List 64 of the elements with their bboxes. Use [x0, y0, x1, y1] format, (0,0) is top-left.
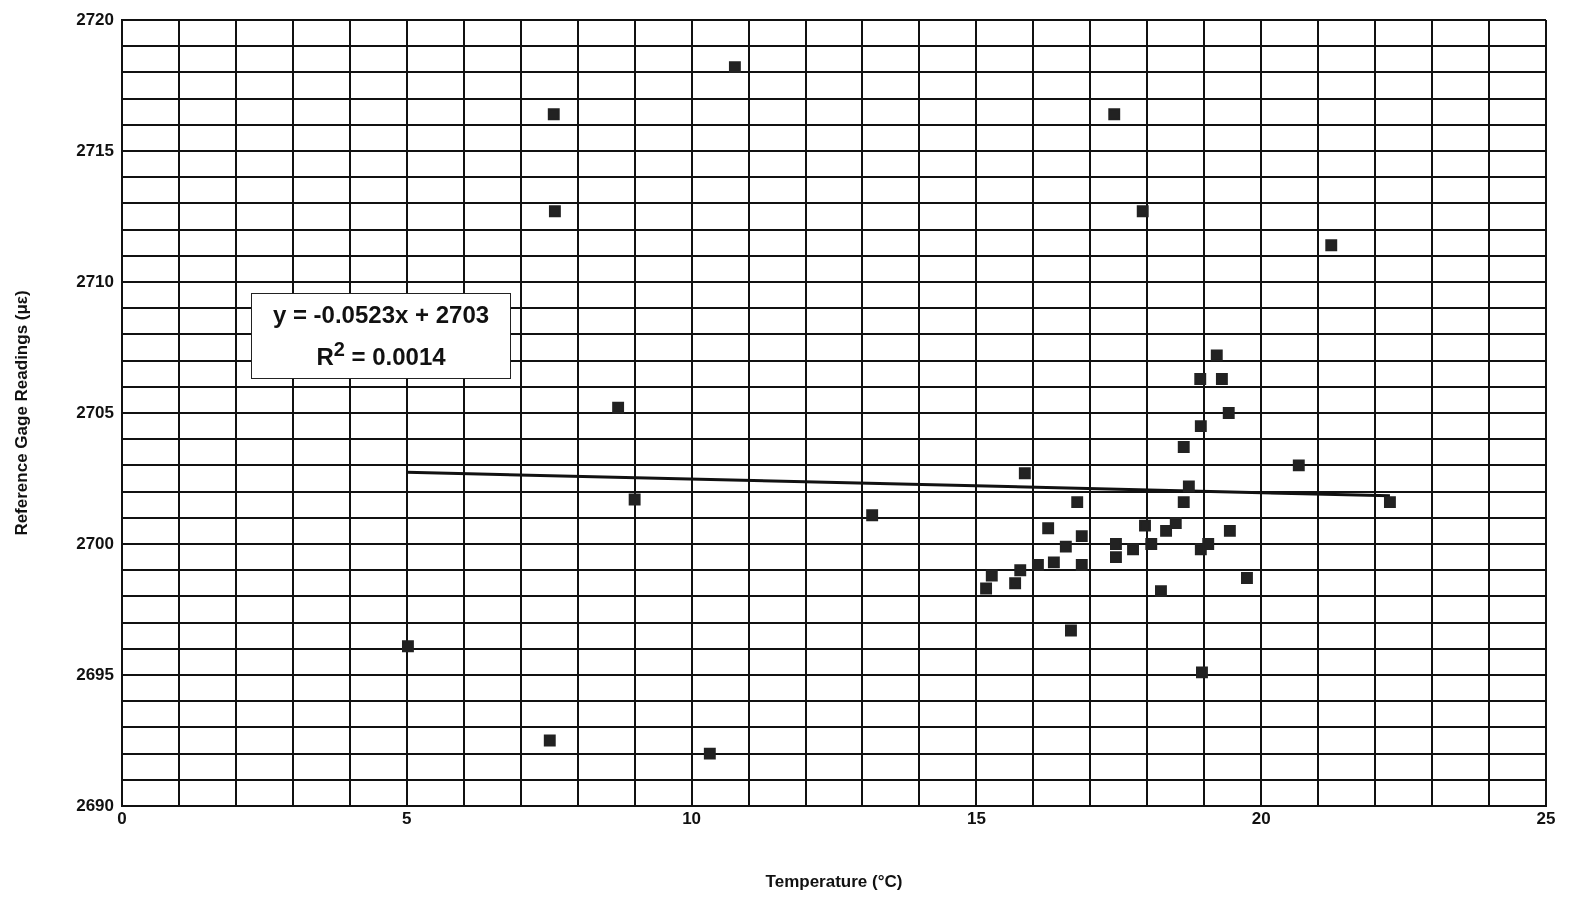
point	[401, 640, 414, 653]
point	[1108, 108, 1121, 121]
point	[1177, 441, 1190, 454]
y-tick-label: 2715	[76, 140, 114, 160]
point	[1127, 543, 1139, 556]
point	[1292, 459, 1305, 472]
y-tick-label: 2720	[76, 9, 114, 29]
point	[980, 582, 993, 595]
point	[1075, 530, 1088, 543]
point	[1042, 522, 1055, 535]
x-tick-label: 5	[402, 808, 412, 828]
point	[547, 108, 560, 121]
point	[1110, 551, 1122, 564]
point	[1145, 538, 1158, 550]
point	[1047, 556, 1060, 569]
point	[1182, 480, 1195, 493]
x-tick-label: 20	[1251, 808, 1271, 828]
point	[612, 401, 625, 414]
point	[1325, 239, 1338, 252]
point	[985, 569, 998, 582]
point	[543, 734, 556, 747]
point	[1222, 407, 1235, 419]
y-tick-label: 2700	[76, 533, 114, 553]
point	[1215, 372, 1228, 385]
x-tick-label: 25	[1536, 808, 1556, 828]
point	[1223, 524, 1236, 537]
point	[628, 493, 641, 506]
point	[1139, 519, 1151, 532]
point	[1241, 572, 1253, 585]
y-tick-label: 2695	[76, 664, 114, 684]
point	[548, 205, 561, 218]
point	[1169, 517, 1182, 529]
point	[1065, 624, 1077, 637]
point	[866, 509, 879, 522]
y-tick-label: 2690	[76, 795, 114, 815]
point	[1194, 372, 1207, 385]
point	[1071, 496, 1084, 509]
point	[1196, 666, 1208, 679]
point	[1155, 585, 1167, 598]
point	[703, 747, 716, 760]
x-tick-label: 0	[117, 808, 127, 828]
point	[1110, 538, 1122, 550]
x-tick-label: 10	[682, 808, 702, 828]
point	[1018, 467, 1031, 480]
point	[1075, 559, 1088, 571]
y-axis-title: Reference Gage Readings (με)	[11, 290, 31, 536]
point	[1059, 540, 1072, 553]
x-axis-title: Temperature (°C)	[765, 872, 903, 892]
point	[1136, 205, 1149, 218]
point	[1383, 496, 1396, 509]
point	[1202, 538, 1215, 550]
point	[1177, 496, 1190, 509]
x-tick-label: 15	[966, 808, 986, 828]
annotation: y = -0.0523x + 2703	[271, 300, 491, 330]
y-tick-label: 2705	[76, 402, 114, 422]
point	[728, 61, 741, 74]
point	[1194, 420, 1207, 433]
y-tick-label: 2710	[76, 271, 114, 291]
point	[1009, 577, 1022, 590]
point	[1210, 349, 1223, 362]
point	[1031, 559, 1044, 571]
annotation: R$^{2}$ = 0.0014	[315, 337, 447, 372]
point	[1014, 564, 1027, 577]
point	[1160, 524, 1173, 537]
